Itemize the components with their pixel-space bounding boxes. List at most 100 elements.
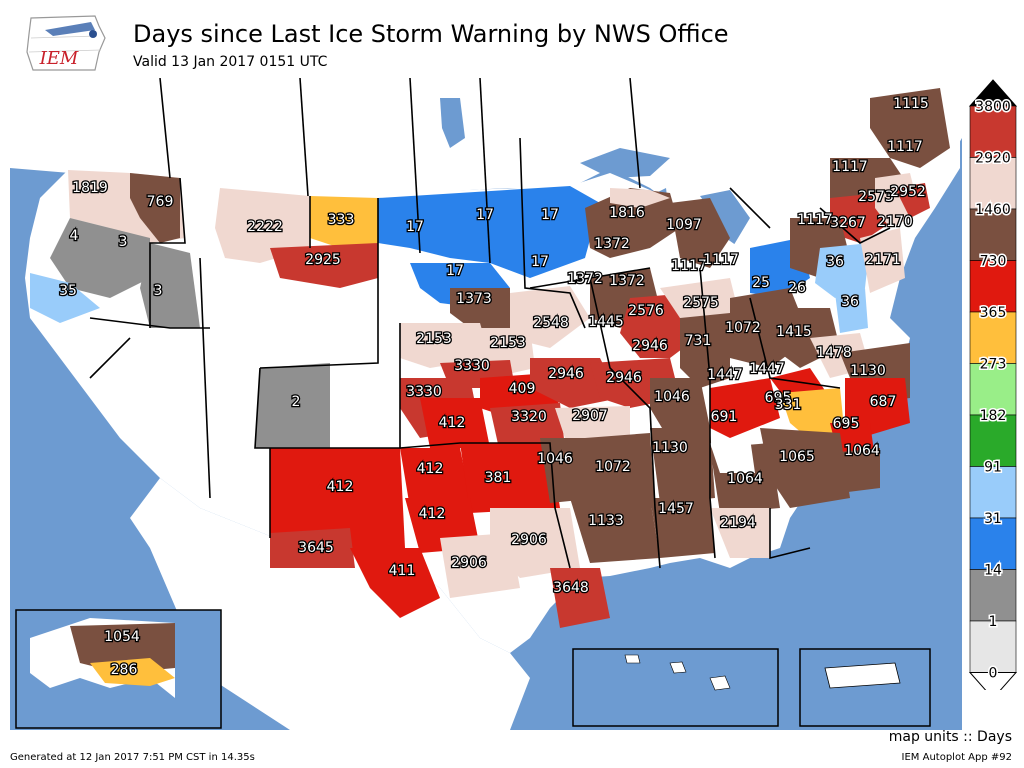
cwa-value-label: 36 bbox=[826, 254, 844, 270]
map-subtitle: Valid 13 Jan 2017 0151 UTC bbox=[133, 54, 328, 70]
cwa-value-label: 3 bbox=[119, 234, 128, 250]
cwa-value-label: 17 bbox=[406, 219, 424, 235]
cwa-value-label: 17 bbox=[531, 254, 549, 270]
cwa-value-label: 381 bbox=[485, 470, 512, 486]
cwa-value-label: 2946 bbox=[632, 338, 668, 354]
cwa-value-label: 1415 bbox=[776, 324, 812, 340]
cwa-value-label: 412 bbox=[419, 506, 446, 522]
cwa-value-label: 411 bbox=[389, 563, 416, 579]
cwa-value-label: 333 bbox=[328, 212, 355, 228]
cwa-value-label: 2548 bbox=[533, 315, 569, 331]
cwa-value-label: 409 bbox=[509, 381, 536, 397]
cwa-value-label: 1064 bbox=[844, 443, 880, 459]
cwa-value-label: 1115 bbox=[893, 96, 929, 112]
cwa-value-label: 1065 bbox=[779, 449, 815, 465]
cwa-value-label: 2573 bbox=[858, 189, 894, 205]
legend-tick-label: 730 bbox=[980, 254, 1007, 270]
cwa-value-label: 695 bbox=[765, 390, 792, 406]
legend-band bbox=[969, 363, 1017, 416]
cwa-value-label: 1478 bbox=[816, 345, 852, 361]
cwa-value-label: 3330 bbox=[454, 358, 490, 374]
cwa-value-label: 1046 bbox=[537, 451, 573, 467]
legend-tick-label: 1460 bbox=[975, 202, 1011, 218]
cwa-value-label: 2 bbox=[292, 394, 301, 410]
cwa-value-label: 2946 bbox=[548, 366, 584, 382]
cwa-value-label: 2952 bbox=[890, 184, 926, 200]
cwa-value-label: 1097 bbox=[666, 217, 702, 233]
cwa-value-label: 3330 bbox=[406, 384, 442, 400]
cwa-value-label: 26 bbox=[788, 280, 806, 296]
cwa-value-label: 1447 bbox=[749, 361, 785, 377]
cwa-value-label: 2575 bbox=[683, 295, 719, 311]
cwa-value-label: 687 bbox=[870, 394, 897, 410]
generated-note: Generated at 12 Jan 2017 7:51 PM CST in … bbox=[10, 752, 255, 763]
cwa-value-label: 1117 bbox=[887, 139, 923, 155]
cwa-value-label: 2171 bbox=[865, 252, 901, 268]
cwa-value-label: 412 bbox=[327, 479, 354, 495]
cwa-value-label: 2153 bbox=[490, 335, 526, 351]
cwa-value-label: 1064 bbox=[727, 471, 763, 487]
legend: 3800 2920 1460 730 365 273 182 91 31 14 1 0 bbox=[968, 79, 1018, 690]
cwa-value-label: 769 bbox=[147, 194, 174, 210]
cwa-value-label: 1372 bbox=[609, 273, 645, 289]
cwa-value-label: 1373 bbox=[456, 291, 492, 307]
legend-tick-label: 3800 bbox=[975, 99, 1011, 115]
cwa-value-label: 35 bbox=[59, 283, 77, 299]
legend-tick-label: 182 bbox=[980, 408, 1007, 424]
cwa-value-label: 2906 bbox=[511, 532, 547, 548]
cwa-value-label: 2576 bbox=[628, 303, 664, 319]
iem-logo: IEM bbox=[26, 15, 106, 71]
map-units: map units :: Days bbox=[888, 729, 1012, 745]
cwa-value-label: 17 bbox=[476, 207, 494, 223]
legend-band bbox=[969, 569, 1017, 622]
legend-tick-label: 91 bbox=[984, 460, 1002, 476]
legend-underflow-arrow bbox=[968, 672, 1018, 690]
puerto-rico-inset bbox=[799, 648, 931, 727]
cwa-value-label: 1054 bbox=[104, 629, 140, 645]
legend-band bbox=[969, 414, 1017, 467]
cwa-value-label: 4 bbox=[70, 228, 79, 244]
cwa-value-label: 36 bbox=[841, 294, 859, 310]
cwa-value-label: 286 bbox=[111, 662, 138, 678]
cwa-value-label: 2906 bbox=[451, 555, 487, 571]
legend-tick-label: 1 bbox=[989, 614, 998, 630]
legend-band bbox=[969, 620, 1017, 673]
cwa-value-label: 331 bbox=[775, 397, 802, 413]
cwa-value-label: 1117 bbox=[832, 159, 868, 175]
cwa-value-label: 3645 bbox=[298, 540, 334, 556]
cwa-value-label: 2153 bbox=[416, 331, 452, 347]
cwa-value-label: 412 bbox=[417, 461, 444, 477]
cwa-value-label: 1117 bbox=[703, 252, 739, 268]
mexico-land bbox=[130, 478, 530, 730]
cwa-value-label: 1072 bbox=[725, 320, 761, 336]
cwa-value-label: 3320 bbox=[511, 409, 547, 425]
cwa-value-label: 2907 bbox=[572, 408, 608, 424]
cwa-value-label: 1117 bbox=[797, 212, 833, 228]
hawaii-inset bbox=[572, 648, 779, 727]
legend-tick-label: 14 bbox=[984, 563, 1002, 579]
cwa-value-label: 731 bbox=[685, 333, 712, 349]
cwa-value-label: 695 bbox=[833, 416, 860, 432]
cwa-value-label: 1130 bbox=[652, 440, 688, 456]
cwa-value-label: 2946 bbox=[606, 370, 642, 386]
app-note: IEM Autoplot App #92 bbox=[901, 752, 1012, 763]
legend-tick-label: 2920 bbox=[975, 151, 1011, 167]
cwa-value-label: 1117 bbox=[671, 258, 707, 274]
lake bbox=[440, 98, 465, 148]
cwa-value-label: 1819 bbox=[72, 180, 108, 196]
cwa-value-label: 1447 bbox=[707, 367, 743, 383]
cwa-value-label: 25 bbox=[752, 275, 770, 291]
lake-superior bbox=[580, 148, 670, 178]
cwa-value-label: 1133 bbox=[588, 513, 624, 529]
cwa-value-label: 1372 bbox=[594, 236, 630, 252]
legend-band bbox=[969, 260, 1017, 313]
cwa-value-label: 17 bbox=[541, 207, 559, 223]
cwa-value-label: 1457 bbox=[658, 501, 694, 517]
map-title: Days since Last Ice Storm Warning by NWS… bbox=[133, 20, 729, 48]
legend-band bbox=[969, 157, 1017, 210]
cwa-value-label: 1130 bbox=[850, 363, 886, 379]
cwa-value-label: 2170 bbox=[877, 214, 913, 230]
cwa-value-label: 412 bbox=[439, 415, 466, 431]
cwa-value-label: 1046 bbox=[654, 389, 690, 405]
